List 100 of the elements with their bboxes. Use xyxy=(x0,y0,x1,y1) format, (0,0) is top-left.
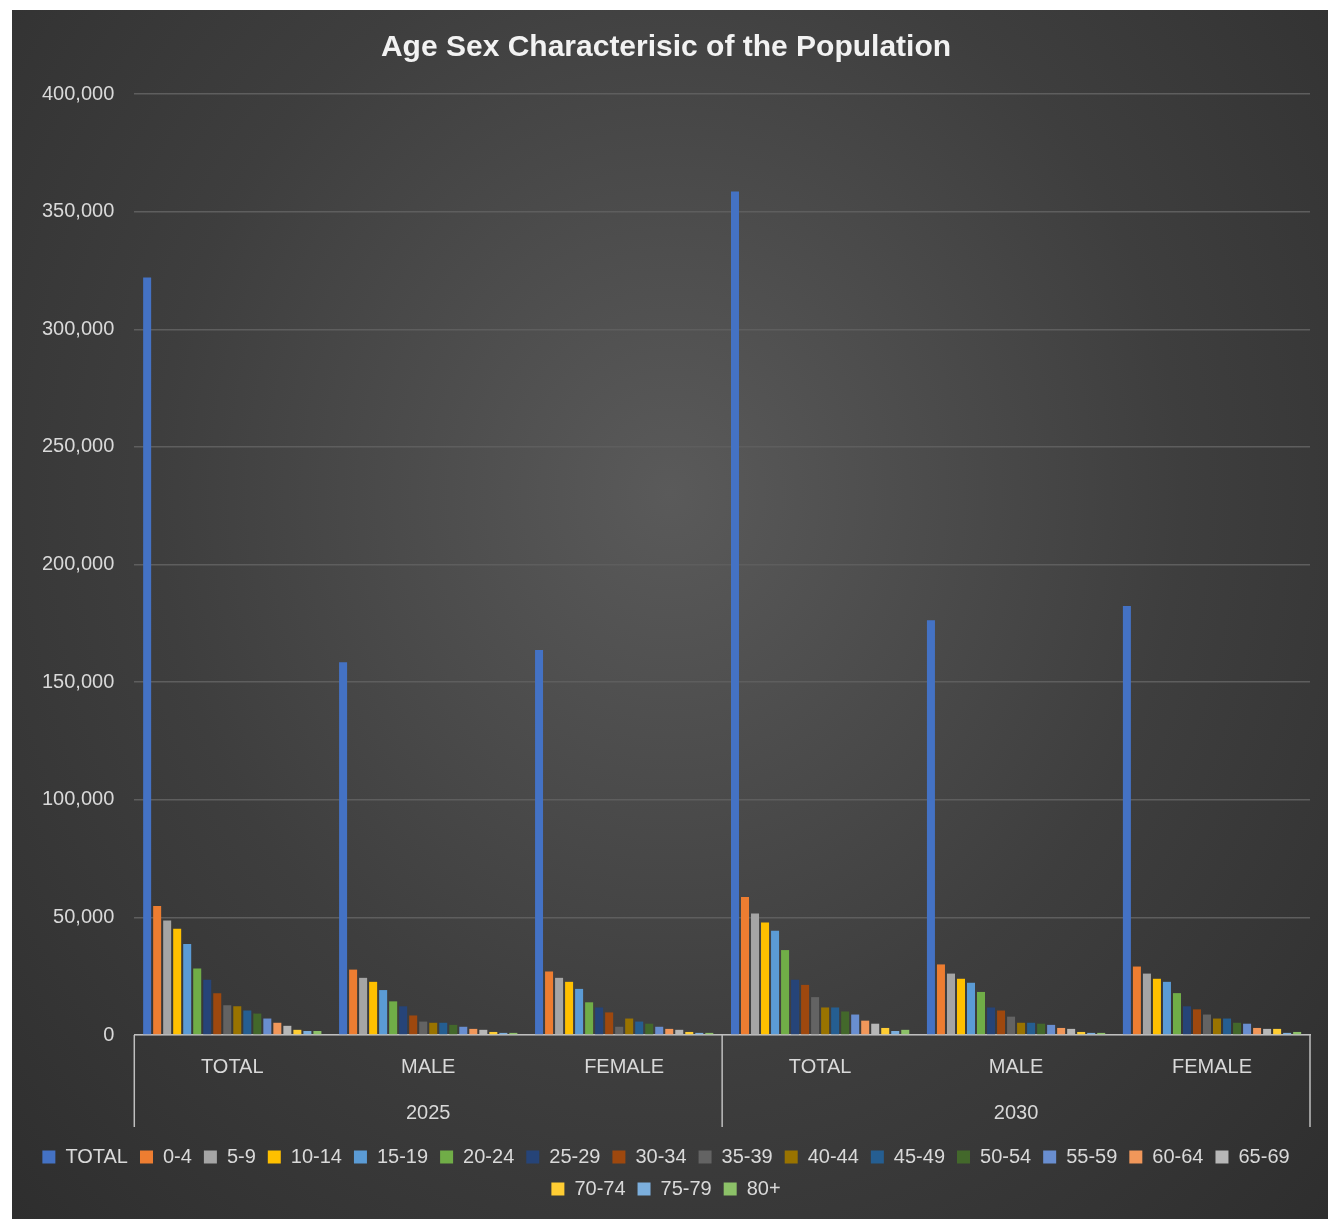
bar xyxy=(595,1007,604,1035)
bar xyxy=(1203,1014,1212,1035)
bar xyxy=(575,988,584,1035)
bar xyxy=(1243,1023,1252,1035)
bar xyxy=(1027,1022,1036,1035)
bar xyxy=(143,277,152,1035)
bar xyxy=(243,1010,252,1035)
bar xyxy=(153,906,162,1035)
bar xyxy=(293,1029,302,1035)
legend-label: 35-39 xyxy=(721,1144,773,1167)
bar xyxy=(1152,978,1161,1035)
x-tick-label: FEMALE xyxy=(584,1054,665,1077)
legend-label: 70-74 xyxy=(574,1176,626,1199)
bar xyxy=(163,920,172,1035)
bar xyxy=(349,969,358,1035)
bar xyxy=(615,1026,624,1035)
bar xyxy=(459,1026,468,1035)
bar xyxy=(173,928,182,1035)
bar xyxy=(841,1011,850,1035)
legend-label: 5-9 xyxy=(226,1144,256,1167)
bar xyxy=(253,1013,262,1035)
legend-label: 65-69 xyxy=(1238,1144,1290,1167)
y-tick-label: 300,000 xyxy=(42,316,115,339)
bar xyxy=(203,979,212,1035)
bar xyxy=(1047,1024,1056,1035)
bar xyxy=(665,1028,674,1035)
bar xyxy=(1132,966,1141,1035)
bar xyxy=(605,1012,614,1035)
x-tick-label: MALE xyxy=(988,1054,1044,1077)
legend-label: 50-54 xyxy=(980,1144,1032,1167)
bar xyxy=(1007,1016,1016,1035)
bar xyxy=(369,981,378,1035)
y-tick-label: 150,000 xyxy=(42,669,115,692)
legend-label: 15-19 xyxy=(376,1144,429,1167)
bar xyxy=(741,896,750,1035)
bar xyxy=(545,971,554,1035)
bar xyxy=(273,1022,282,1035)
bar xyxy=(1162,981,1171,1035)
y-tick-label: 350,000 xyxy=(42,199,115,222)
bar xyxy=(781,950,790,1035)
bar xyxy=(967,982,976,1035)
bar xyxy=(263,1018,272,1035)
bar xyxy=(469,1028,478,1035)
bar xyxy=(625,1018,634,1035)
bar xyxy=(183,943,192,1035)
bar xyxy=(936,964,945,1035)
bar xyxy=(1213,1018,1222,1035)
bar xyxy=(861,1020,870,1035)
bar xyxy=(1172,993,1181,1035)
bar xyxy=(223,1005,232,1035)
bar xyxy=(359,977,368,1035)
legend-label: 55-59 xyxy=(1066,1144,1118,1167)
bar xyxy=(429,1022,438,1035)
x-tick-label: TOTAL xyxy=(788,1054,852,1077)
bar xyxy=(399,1006,408,1035)
text: 2025 xyxy=(405,1100,451,1123)
bar xyxy=(565,981,574,1035)
bar xyxy=(1223,1018,1232,1035)
bar xyxy=(901,1029,910,1035)
bar xyxy=(1017,1022,1026,1035)
text: 2030 xyxy=(993,1100,1039,1123)
bar xyxy=(831,1007,840,1035)
y-tick-label: 100,000 xyxy=(42,787,115,810)
bar xyxy=(811,997,820,1035)
bar xyxy=(881,1027,890,1035)
bar xyxy=(645,1023,654,1035)
bar xyxy=(193,968,202,1035)
y-tick-label: 250,000 xyxy=(42,434,115,457)
bar xyxy=(303,1031,312,1035)
bar xyxy=(987,1007,996,1035)
bar xyxy=(555,977,564,1035)
bar xyxy=(419,1021,428,1035)
bar xyxy=(891,1031,900,1035)
bar xyxy=(1253,1027,1262,1035)
bar xyxy=(956,978,965,1035)
bar xyxy=(801,984,810,1035)
y-tick-label: 200,000 xyxy=(42,552,115,575)
bar xyxy=(585,1002,594,1035)
legend-label: 60-64 xyxy=(1152,1144,1204,1167)
bar xyxy=(761,922,770,1035)
bar xyxy=(851,1014,860,1035)
chart-title: Age Sex Characterisic of the Population xyxy=(380,29,952,63)
legend-label: 80+ xyxy=(746,1176,781,1199)
legend-label: 75-79 xyxy=(660,1176,712,1199)
legend-label: 0-4 xyxy=(162,1144,192,1167)
bar xyxy=(977,991,986,1035)
bar xyxy=(635,1021,644,1035)
bar xyxy=(771,930,780,1035)
bar xyxy=(1122,605,1131,1035)
y-tick-label: 50,000 xyxy=(53,904,115,927)
legend-label: 40-44 xyxy=(807,1144,859,1167)
bar xyxy=(655,1026,664,1035)
bar xyxy=(439,1022,448,1035)
bar xyxy=(409,1015,418,1035)
bar xyxy=(791,979,800,1035)
bar xyxy=(946,973,955,1035)
x-tick-label: FEMALE xyxy=(1172,1054,1253,1077)
bar xyxy=(730,191,739,1035)
bar xyxy=(997,1010,1006,1035)
bar xyxy=(1182,1006,1191,1035)
